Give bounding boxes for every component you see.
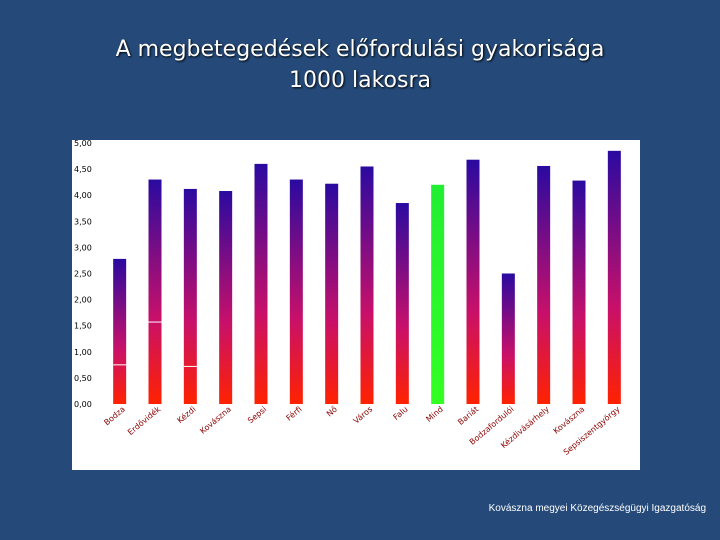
- bar: [254, 163, 268, 404]
- x-tick-label: Kovászna: [552, 405, 587, 436]
- bar: [501, 273, 515, 404]
- y-tick-label: 1,00: [74, 348, 92, 357]
- bar-chart: 0,00 0,50 1,00 1,50 2,00 2,50 3,00 3,50 4,00 4,50…: [74, 139, 622, 457]
- title-line-1: A megbetegedések előfordulási gyakoriság…: [115, 37, 605, 62]
- x-tick-label: Falu: [392, 405, 410, 422]
- x-tick-label: Bodza: [102, 405, 127, 428]
- y-tick-label: 3,00: [74, 243, 92, 252]
- bars: [113, 150, 621, 404]
- x-tick-label: Bariát: [456, 405, 480, 427]
- bar: [395, 203, 409, 404]
- bar: [466, 159, 480, 404]
- bar: [148, 179, 162, 404]
- footer-credit: Kovászna megyei Közegészségügyi Igazgató…: [488, 503, 706, 514]
- x-tick-label: Nő: [325, 405, 339, 419]
- x-tick-label: Kovászna: [198, 405, 233, 436]
- x-tick-label: Mind: [424, 405, 445, 424]
- y-axis: 0,00 0,50 1,00 1,50 2,00 2,50 3,00 3,50 4,00 4,50…: [74, 139, 92, 409]
- x-tick-label: Sepsi: [246, 405, 268, 426]
- y-tick-label: 3,50: [74, 217, 92, 226]
- bar: [607, 150, 621, 404]
- x-tick-label: Erdővidék: [125, 404, 162, 437]
- y-tick-label: 4,00: [74, 191, 92, 200]
- page-title: A megbetegedések előfordulási gyakoriság…: [0, 34, 720, 96]
- bar: [572, 180, 586, 404]
- bar: [289, 179, 303, 404]
- bar: [183, 188, 197, 404]
- bar: [431, 184, 445, 404]
- y-tick-label: 0,50: [74, 374, 92, 383]
- bar: [219, 191, 233, 404]
- bar: [360, 166, 374, 404]
- y-tick-label: 2,50: [74, 270, 92, 279]
- bar: [325, 183, 339, 404]
- bar: [537, 165, 551, 404]
- bar: [113, 258, 127, 404]
- y-tick-label: 4,50: [74, 165, 92, 174]
- x-tick-label: Kézdi: [175, 404, 198, 425]
- y-tick-label: 2,00: [74, 296, 92, 305]
- y-tick-label: 5,00: [74, 140, 92, 148]
- x-tick-label: Férfi: [284, 404, 304, 423]
- y-tick-label: 0,00: [74, 400, 92, 409]
- y-tick-label: 1,50: [74, 322, 92, 331]
- x-axis-labels: Bodza Erdővidék Kézdi Kovászna Sepsi Férfi Nő V…: [102, 404, 621, 457]
- chart-area: 0,00 0,50 1,00 1,50 2,00 2,50 3,00 3,50 4,00 4,50…: [72, 139, 640, 470]
- title-line-2: 1000 lakosra: [289, 68, 431, 93]
- x-tick-label: Város: [352, 405, 375, 426]
